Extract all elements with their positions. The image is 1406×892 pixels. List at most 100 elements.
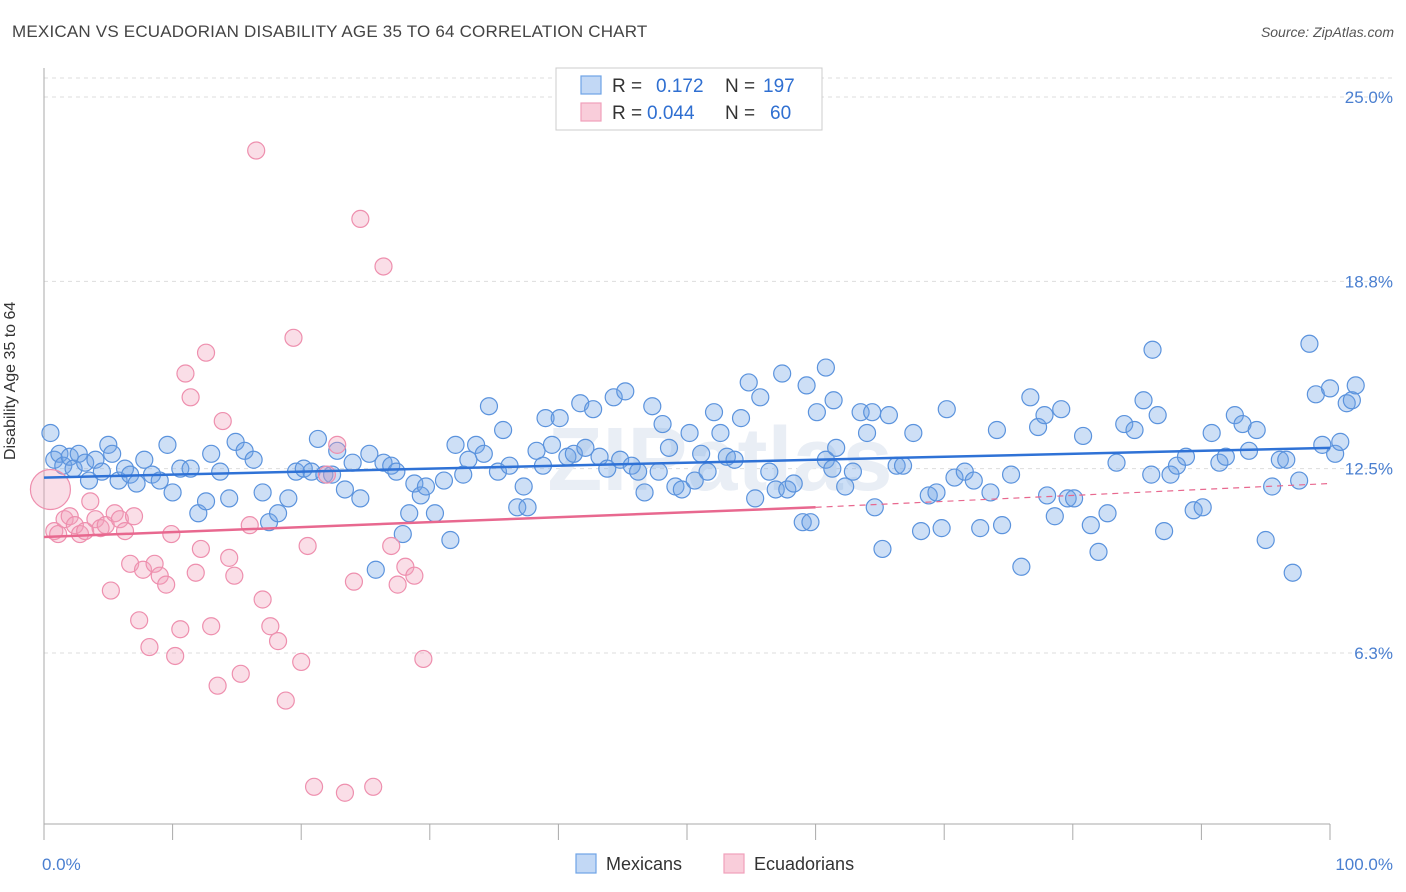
mexicans-point (731, 409, 751, 428)
mexicans-point (698, 462, 717, 481)
ecuadorians-points (29, 141, 433, 802)
mexicans-point (393, 524, 412, 544)
legend-n-label-1: N = (725, 76, 755, 97)
mexicans-point (1035, 406, 1054, 425)
mexicans-point (746, 489, 765, 508)
grid-lines (44, 77, 1392, 654)
mexicans-point (1216, 447, 1235, 466)
mexicans-point (927, 483, 946, 502)
mexicans-point (1001, 465, 1021, 484)
mexicans-point (911, 521, 931, 541)
mexicans-point (220, 489, 239, 508)
mexicans-point (604, 388, 623, 407)
mexicans-point (253, 483, 272, 502)
legend-n-value-2: 60 (770, 103, 791, 124)
ecuadorians-point (157, 575, 176, 594)
mexicans-point (1161, 465, 1180, 484)
mexicans-point (680, 423, 699, 443)
mexicans-legend-label: Mexicans (606, 854, 682, 874)
mexicans-point (351, 489, 370, 508)
ecuadorians-point (105, 504, 124, 523)
mexicans-point (425, 504, 445, 523)
ecuadorians-point (374, 257, 393, 276)
mexicans-point (784, 474, 803, 493)
mexicans-point (1331, 432, 1350, 451)
mexicans-point (823, 459, 842, 478)
ecuadorians-point (405, 566, 424, 585)
mexicans-point (279, 489, 298, 508)
trend-lines (43, 446, 1331, 539)
ecuadorians-point (284, 328, 303, 347)
mexicans-point (135, 450, 154, 469)
mexicans-point (41, 423, 60, 443)
mexicans-point (343, 453, 362, 472)
ecuadorians-point (225, 566, 244, 585)
ecuadorians-point (145, 554, 164, 573)
mexicans-point (932, 519, 951, 538)
mexicans-point (964, 471, 983, 490)
mexicans-point (441, 530, 460, 550)
ecuadorians-point (191, 539, 210, 559)
ecuadorians-point (110, 510, 129, 529)
mexicans-point (711, 423, 730, 443)
ecuadorians-trend-extension (815, 482, 1331, 508)
mexicans-point (635, 483, 654, 502)
mexicans-point (328, 441, 347, 460)
mexicans-point (981, 483, 1000, 502)
mexicans-point (1134, 391, 1153, 410)
mexicans-point (158, 435, 177, 454)
mexicans-point (653, 414, 672, 434)
ecuadorians-point (162, 524, 181, 544)
mexicans-point (843, 462, 862, 481)
mexicans-point (873, 539, 892, 559)
mexicans-point (416, 477, 436, 496)
mexicans-point (879, 406, 899, 425)
mexicans-point (1089, 542, 1108, 562)
x-tick-labels: 0.0% 100.0% (42, 855, 1393, 874)
ecuadorians-point (176, 364, 195, 383)
ecuadorians-point (344, 572, 364, 591)
chart-title: MEXICAN VS ECUADORIAN DISABILITY AGE 35 … (12, 22, 648, 41)
correlation-legend: R = 0.172 N = 197 R = 0.044 N = 60 (555, 67, 823, 131)
mexicans-point (629, 462, 648, 481)
ecuadorians-point (29, 468, 72, 511)
ecuadorians-point (388, 575, 407, 594)
mexicans-trend-line (43, 446, 1331, 479)
mexicans-point (1320, 379, 1340, 398)
mexicans-legend-swatch (575, 853, 597, 874)
mexicans-point (1142, 465, 1161, 484)
mexicans-point (211, 462, 230, 481)
mexicans-point (268, 504, 288, 523)
legend-n-value-1: 197 (763, 76, 795, 97)
mexicans-point (1021, 388, 1040, 407)
ecuadorians-point (81, 492, 100, 511)
mexicans-point (202, 444, 221, 463)
mexicans-point (801, 513, 820, 532)
ecuadorians-point (133, 560, 153, 579)
ecuadorians-point (240, 516, 259, 535)
ecuadorians-trend-line (43, 506, 816, 539)
x-tick-label: 0.0% (42, 855, 81, 874)
axes (43, 68, 1331, 840)
mexicans-point (865, 498, 884, 517)
mexicans-point (1107, 453, 1126, 472)
mexicans-point (1125, 420, 1144, 440)
ecuadorians-point (60, 507, 79, 526)
ecuadorians-point (261, 617, 280, 636)
mexicans-point (987, 420, 1007, 440)
mexicans-point (824, 391, 843, 410)
ecuadorians-point (364, 777, 383, 796)
source-label: Source: ZipAtlas.com (1260, 24, 1394, 40)
mexicans-point (479, 397, 499, 416)
mexicans-point (807, 403, 826, 422)
mexicans-point (1115, 414, 1134, 434)
mexicans-point (1337, 394, 1356, 413)
mexicans-point (1058, 489, 1077, 508)
ecuadorians-point (171, 620, 190, 639)
mexicans-point (564, 444, 583, 463)
ecuadorians-point (150, 566, 169, 585)
ecuadorians-point (276, 691, 295, 710)
mexicans-point (1346, 376, 1365, 395)
legend-r-value-1: 0.172 (656, 76, 704, 97)
ecuadorians-point (196, 343, 216, 362)
